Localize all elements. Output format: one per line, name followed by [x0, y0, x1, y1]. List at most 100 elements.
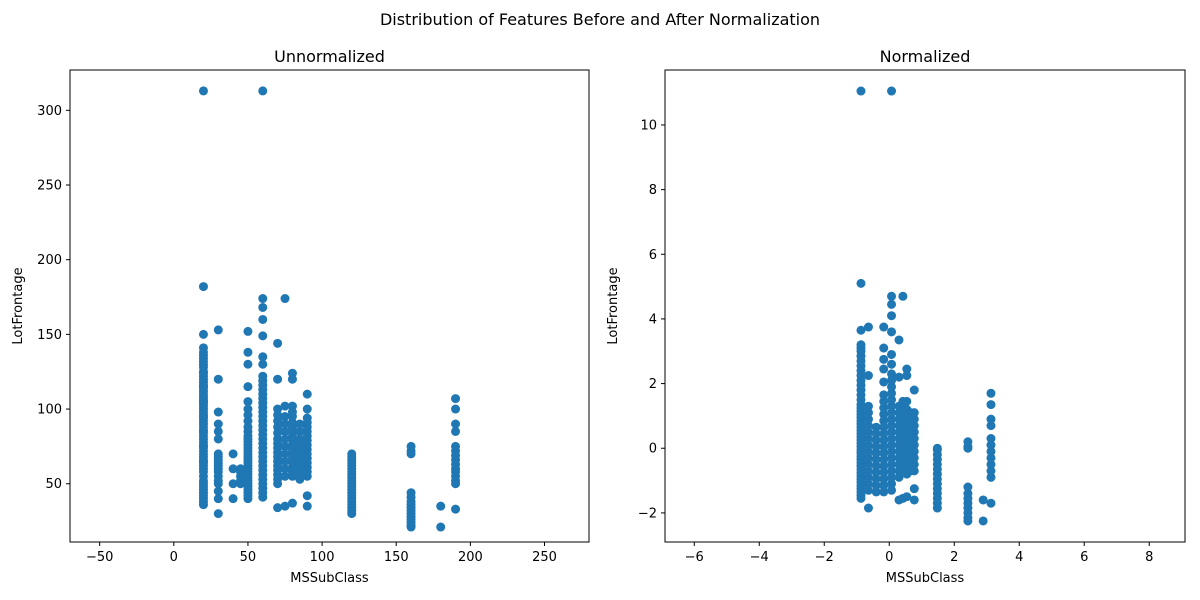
- scatter-point: [228, 494, 238, 504]
- x-tick-label: −6: [685, 550, 704, 565]
- scatter-point: [863, 446, 873, 456]
- scatter-point: [436, 501, 446, 511]
- scatter-point: [451, 404, 461, 414]
- scatter-point: [871, 455, 881, 465]
- scatter-point: [986, 414, 996, 424]
- scatter-point: [887, 485, 897, 495]
- y-axis-label: LotFrontage: [606, 267, 621, 344]
- scatter-point: [243, 404, 253, 414]
- scatter-point: [863, 421, 873, 431]
- scatter-point: [863, 440, 873, 450]
- scatter-point: [879, 390, 889, 400]
- scatter-point: [863, 434, 873, 444]
- scatter-point: [909, 408, 919, 418]
- scatter-point: [909, 385, 919, 395]
- scatter-point: [280, 294, 290, 304]
- scatter-point: [871, 487, 881, 497]
- scatter-point: [978, 495, 988, 505]
- scatter-point: [863, 401, 873, 411]
- scatter-point: [213, 374, 223, 384]
- scatter-point: [213, 449, 223, 459]
- scatter-point: [243, 326, 253, 336]
- scatter-point: [909, 453, 919, 463]
- scatter-point: [295, 426, 305, 436]
- scatter-point: [228, 464, 238, 474]
- scatter-point: [863, 479, 873, 489]
- scatter-point: [243, 359, 253, 369]
- x-axis-label: MSSubClass: [886, 571, 965, 586]
- scatter-point: [258, 294, 268, 304]
- scatter-point: [879, 409, 889, 419]
- y-tick-label: 8: [649, 183, 657, 198]
- y-tick-label: 4: [649, 312, 657, 327]
- scatter-point: [243, 382, 253, 392]
- scatter-point: [213, 325, 223, 335]
- scatter-point: [258, 86, 268, 96]
- scatter-point: [879, 487, 889, 497]
- scatter-point: [871, 429, 881, 439]
- scatter-point: [302, 501, 312, 511]
- scatter-point: [879, 396, 889, 406]
- scatter-point: [451, 441, 461, 451]
- x-tick-label: 100: [310, 550, 335, 565]
- scatter-point: [879, 455, 889, 465]
- scatter-point: [909, 434, 919, 444]
- scatter-point: [280, 501, 290, 511]
- scatter-point: [986, 388, 996, 398]
- scatter-point: [879, 442, 889, 452]
- scatter-point: [273, 404, 283, 414]
- x-tick-label: 2: [950, 550, 958, 565]
- scatter-point: [902, 396, 912, 406]
- scatter-point: [879, 403, 889, 413]
- scatter-point: [451, 504, 461, 514]
- scatter-point: [894, 372, 904, 382]
- scatter-point: [909, 421, 919, 431]
- scatter-point: [887, 388, 897, 398]
- x-tick-label: 200: [458, 550, 483, 565]
- scatter-point: [909, 495, 919, 505]
- scatter-point: [258, 352, 268, 362]
- scatter-point: [258, 359, 268, 369]
- scatter-point: [887, 349, 897, 359]
- x-tick-label: 6: [1080, 550, 1088, 565]
- scatter-point: [879, 377, 889, 387]
- scatter-point: [228, 479, 238, 489]
- y-tick-label: 150: [37, 328, 62, 343]
- scatter-point: [871, 422, 881, 432]
- scatter-point: [302, 404, 312, 414]
- scatter-point: [280, 441, 290, 451]
- scatter-point: [986, 466, 996, 476]
- y-tick-label: 300: [37, 104, 62, 119]
- scatter-point: [856, 325, 866, 335]
- scatter-point: [879, 461, 889, 471]
- scatter-point: [871, 448, 881, 458]
- scatter-point: [280, 464, 290, 474]
- scatter-point: [887, 446, 897, 456]
- scatter-point: [302, 491, 312, 501]
- scatter-point: [887, 327, 897, 337]
- scatter-point: [986, 446, 996, 456]
- scatter-point: [280, 426, 290, 436]
- y-tick-label: 10: [640, 118, 657, 133]
- scatter-point: [347, 449, 357, 459]
- scatter-point: [302, 413, 312, 423]
- scatter-point: [879, 467, 889, 477]
- scatter-point: [280, 456, 290, 466]
- scatter-point: [887, 427, 897, 437]
- data-points: [198, 86, 461, 532]
- scatter-point: [932, 443, 942, 453]
- scatter-point: [879, 435, 889, 445]
- scatter-point: [902, 371, 912, 381]
- data-points: [856, 86, 996, 526]
- scatter-point: [258, 302, 268, 312]
- x-tick-label: −2: [815, 550, 834, 565]
- scatter-point: [856, 86, 866, 96]
- scatter-point: [871, 435, 881, 445]
- scatter-point: [909, 414, 919, 424]
- plot-frame: [69, 69, 590, 543]
- scatter-point: [909, 459, 919, 469]
- scatter-point: [406, 488, 416, 498]
- x-tick-label: 0: [885, 550, 893, 565]
- scatter-point: [451, 394, 461, 404]
